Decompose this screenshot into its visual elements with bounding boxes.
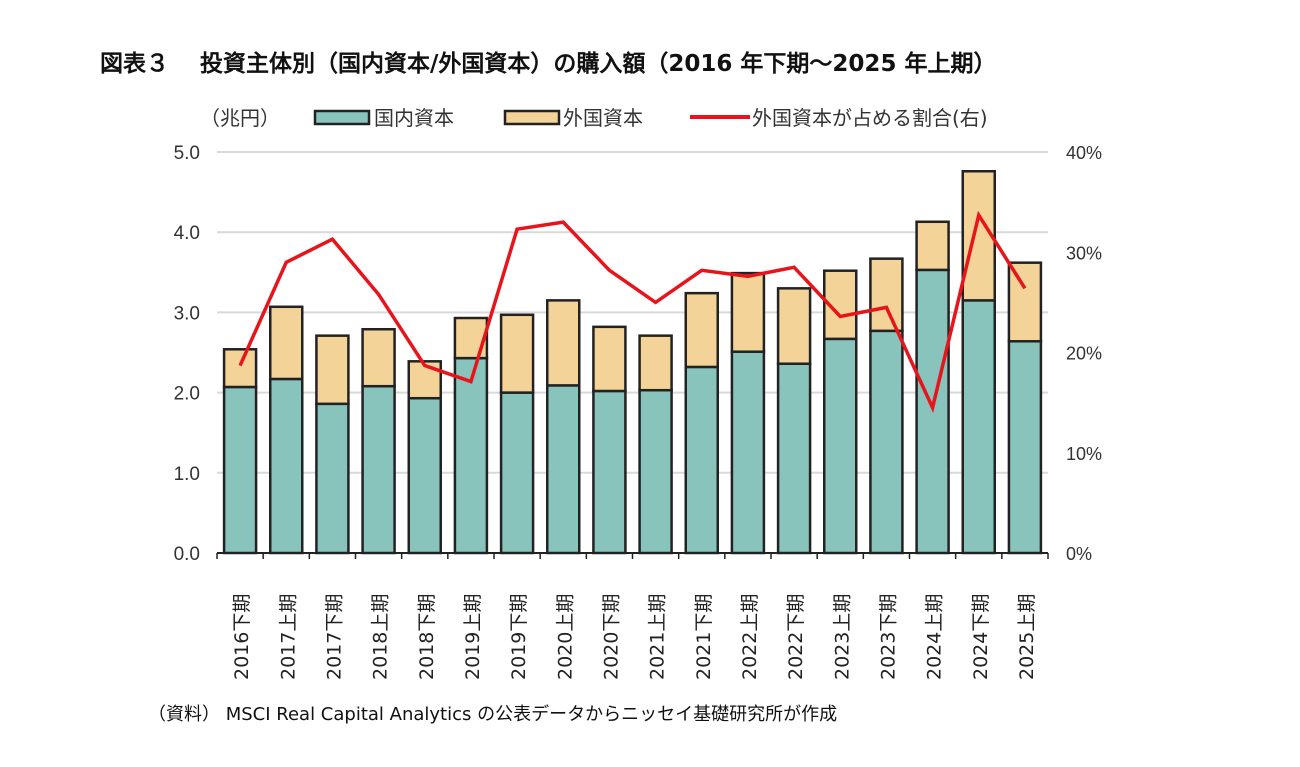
bar-domestic xyxy=(1007,340,1043,555)
x-tick-label: 2025上期 xyxy=(1016,594,1038,680)
legend-swatch-foreign xyxy=(503,109,561,126)
x-tick-label: 2017上期 xyxy=(277,594,299,680)
x-tick-label: 2024下期 xyxy=(970,594,992,680)
legend-swatch-domestic xyxy=(313,109,371,126)
bar-foreign xyxy=(269,305,304,381)
legend-label-share: 外国資本が占める割合(右) xyxy=(752,106,988,130)
bar-domestic xyxy=(499,391,535,555)
bar-foreign xyxy=(730,271,766,353)
y2-tick-label: 20% xyxy=(1066,344,1102,364)
bar-foreign xyxy=(222,348,258,389)
x-tick-label: 2017下期 xyxy=(323,594,345,680)
bar-foreign xyxy=(1007,261,1043,343)
bar-foreign xyxy=(776,287,812,365)
legend-unit-label: （兆円） xyxy=(200,106,280,130)
x-tick-label: 2018下期 xyxy=(416,594,438,680)
bar-foreign xyxy=(684,291,719,369)
y-tick-label: 3.0 xyxy=(174,303,200,324)
y-tick-label: 2.0 xyxy=(174,384,200,405)
x-tick-label: 2018上期 xyxy=(370,594,392,680)
bar-domestic xyxy=(730,350,766,555)
bar-domestic xyxy=(361,384,396,555)
y2-tick-label: 0% xyxy=(1066,544,1092,564)
y-tick-label: 1.0 xyxy=(174,464,200,485)
bar-foreign xyxy=(315,334,350,406)
x-tick-label: 2022上期 xyxy=(739,594,761,680)
x-tick-label: 2023上期 xyxy=(831,594,853,680)
y2-tick-label: 10% xyxy=(1066,444,1102,464)
legend-label-foreign: 外国資本 xyxy=(563,106,643,130)
bar-domestic xyxy=(869,329,904,555)
x-tick-label: 2024上期 xyxy=(924,594,946,680)
bar-foreign xyxy=(361,327,396,388)
bar-domestic xyxy=(407,396,442,555)
bar-foreign xyxy=(638,334,673,392)
chart-title: 図表３ 投資主体別（国内資本/外国資本）の購入額（2016 年下期～2025 年… xyxy=(100,51,997,77)
bar-domestic xyxy=(823,337,858,555)
x-tick-label: 2016下期 xyxy=(231,594,253,680)
bar-domestic xyxy=(592,389,627,555)
x-tick-label: 2019下期 xyxy=(508,594,530,680)
line-foreign-share xyxy=(238,210,1027,413)
y2-tick-label: 40% xyxy=(1066,143,1102,163)
bar-foreign xyxy=(869,257,904,333)
bar-domestic xyxy=(269,377,304,555)
bar-foreign xyxy=(961,169,996,302)
bar-domestic xyxy=(638,388,673,555)
source-note: （資料） MSCI Real Capital Analytics の公表データか… xyxy=(148,704,838,725)
bar-foreign xyxy=(915,220,950,272)
bar-foreign xyxy=(499,313,535,394)
y2-tick-label: 30% xyxy=(1066,243,1102,263)
bar-domestic xyxy=(961,299,996,555)
bar-domestic xyxy=(453,356,489,555)
bar-domestic xyxy=(315,402,350,555)
x-tick-label: 2019上期 xyxy=(462,594,484,680)
x-tick-label: 2020上期 xyxy=(554,594,576,680)
y-tick-label: 0.0 xyxy=(174,544,200,565)
x-tick-label: 2021下期 xyxy=(693,594,715,680)
bar-foreign xyxy=(592,325,627,393)
bar-domestic xyxy=(546,384,581,555)
y-tick-label: 5.0 xyxy=(174,143,200,164)
bar-domestic xyxy=(684,365,719,555)
y-tick-label: 4.0 xyxy=(174,223,200,244)
bar-foreign xyxy=(407,360,442,400)
bar-foreign xyxy=(546,299,581,387)
bar-foreign xyxy=(453,316,489,360)
x-tick-label: 2022下期 xyxy=(785,594,807,680)
x-tick-label: 2021上期 xyxy=(647,594,669,680)
x-tick-label: 2020下期 xyxy=(600,594,622,680)
legend-label-domestic: 国内資本 xyxy=(374,106,454,130)
x-tick-label: 2023下期 xyxy=(877,594,899,680)
bar-domestic xyxy=(222,385,258,555)
bar-domestic xyxy=(776,362,812,555)
